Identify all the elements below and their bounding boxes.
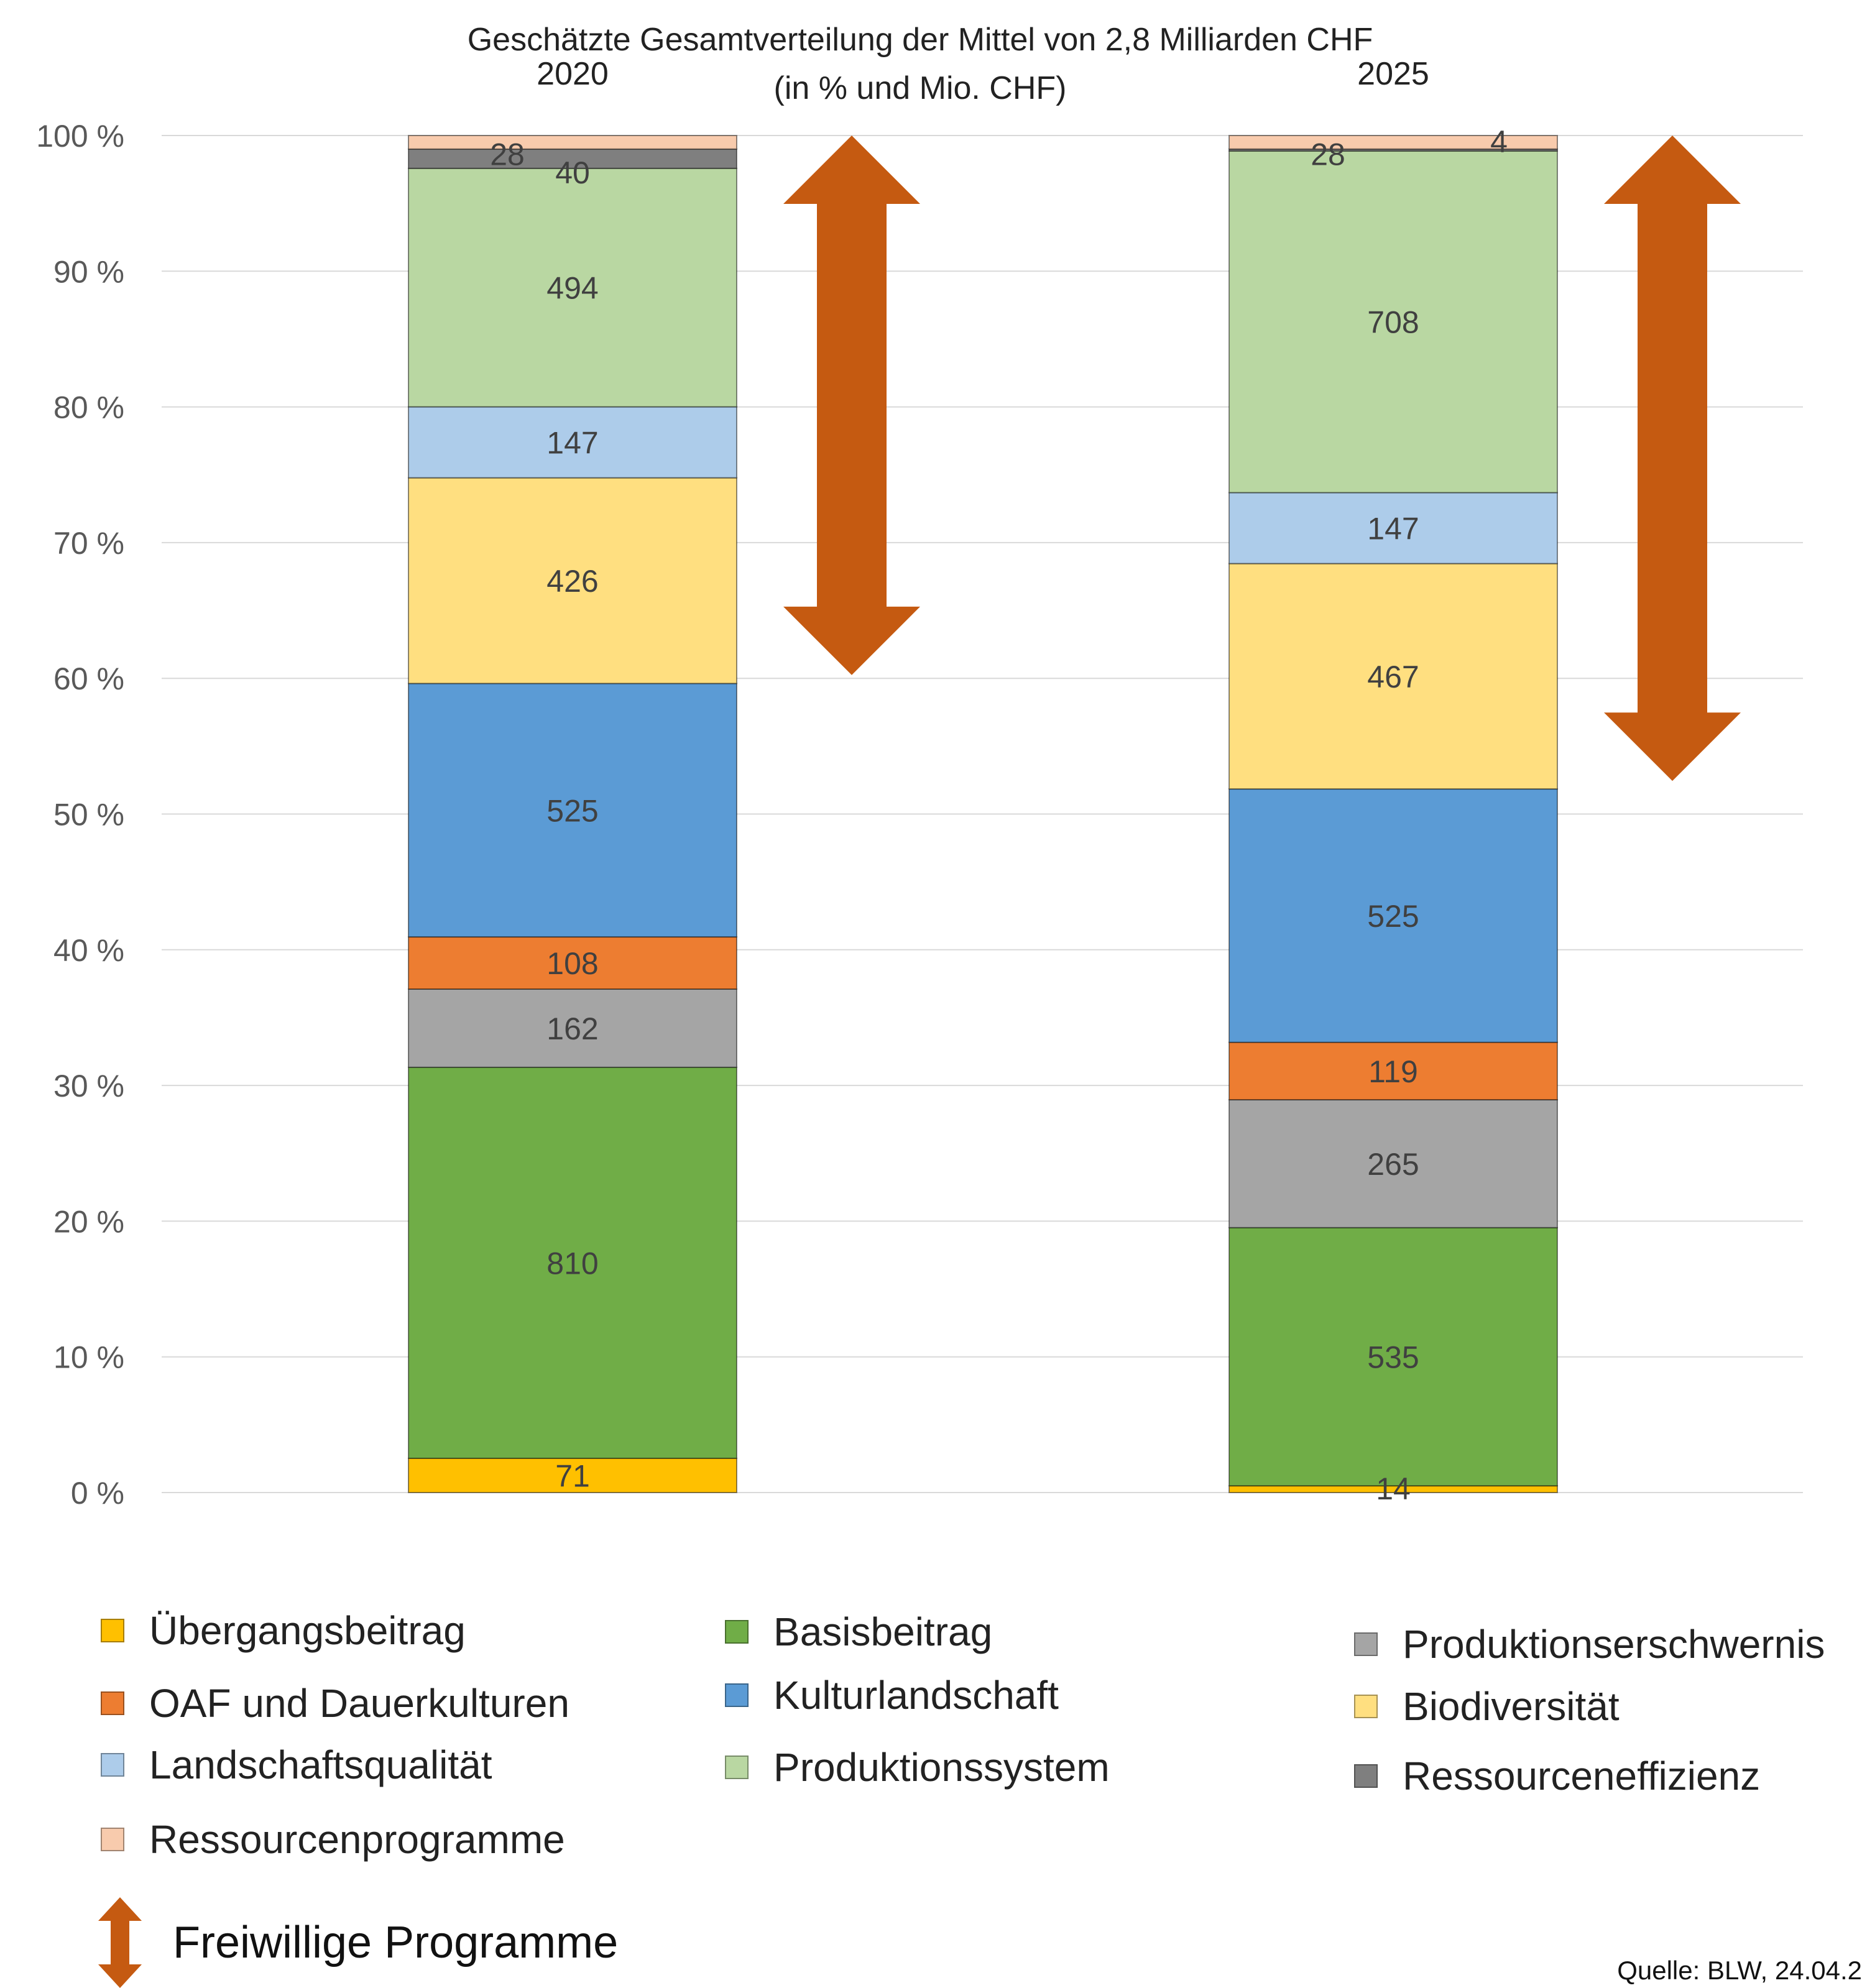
legend-item-produktionssystem: Produktionssystem: [725, 1744, 1110, 1790]
bar-data-label: 708: [1367, 305, 1419, 340]
y-tick-label: 70 %: [53, 526, 124, 561]
bar-segment: [408, 477, 737, 684]
bar-segment: [408, 406, 737, 479]
bar-data-label: 14: [1376, 1471, 1411, 1506]
bar-segment: [408, 683, 737, 938]
bar-data-label: 525: [1367, 899, 1419, 934]
y-tick-label: 80 %: [53, 390, 124, 425]
bar-data-label: 525: [546, 793, 598, 828]
bar-segment: [1228, 1226, 1558, 1487]
category-label: 2020: [537, 56, 609, 92]
y-axis-tick-labels: 0 % 10 % 20 % 30 % 40 % 50 % 60 % 70 % 80 % 90 % 1…: [36, 119, 124, 1511]
freiwillige-programme-label: Freiwillige Programme: [173, 1918, 619, 1967]
chart-subtitle: (in % und Mio. CHF): [773, 70, 1067, 106]
legend-item-biodiversitaet: Biodiversität: [1354, 1683, 1620, 1729]
bar-data-label: 162: [546, 1011, 598, 1046]
legend-label: Landschaftsqualität: [149, 1742, 492, 1787]
legend-label: OAF und Dauerkulturen: [149, 1681, 569, 1726]
bar-segment: [408, 135, 737, 150]
category-label: 2025: [1357, 56, 1429, 92]
legend-item-freiwillige-programme: Freiwillige Programme: [98, 1897, 618, 1988]
bar-data-label: 108: [546, 946, 598, 981]
legend-label: Ressourceneffizienz: [1403, 1754, 1761, 1798]
legend-item-basisbeitrag: Basisbeitrag: [725, 1609, 992, 1655]
legend-swatch: [725, 1683, 749, 1707]
bar-segment: [1228, 150, 1558, 494]
stacked-bar-chart: 0 % 10 % 20 % 30 % 40 % 50 % 60 % 70 % 80 % 90 % 1…: [36, 56, 1803, 1511]
legend-label: Übergangsbeitrag: [149, 1608, 466, 1653]
legend-label: Biodiversität: [1403, 1684, 1620, 1729]
bar-data-label: 494: [546, 271, 598, 306]
legend-swatch: [101, 1753, 124, 1777]
bar-segment: [1228, 492, 1558, 564]
legend-label: Kulturlandschaft: [773, 1673, 1059, 1718]
bar-data-label: 535: [1367, 1340, 1419, 1374]
bar-segment: [408, 167, 737, 408]
bar-data-label: 28: [1311, 137, 1345, 172]
bar-data-label: 71: [555, 1458, 590, 1493]
legend-label: Produktionssystem: [773, 1745, 1110, 1790]
y-tick-label: 50 %: [53, 798, 124, 832]
bar-data-label: 426: [546, 564, 598, 599]
bar-data-label: 467: [1367, 660, 1419, 694]
legend-swatch: [1354, 1695, 1378, 1718]
legend-item-uebergangsbeitrag: Übergangsbeitrag: [101, 1608, 466, 1654]
bar-segment: [1228, 1099, 1558, 1228]
source-note: Quelle: BLW, 24.04.2: [1617, 1956, 1862, 1985]
y-tick-label: 90 %: [53, 254, 124, 289]
y-tick-label: 10 %: [53, 1340, 124, 1375]
y-tick-label: 100 %: [36, 119, 124, 154]
chart-title: Geschätzte Gesamtverteilung der Mittel v…: [467, 22, 1373, 58]
legend-swatch: [1354, 1764, 1378, 1788]
bars: [408, 135, 1558, 1494]
bar-data-label: 40: [555, 155, 590, 190]
bar-data-label: 265: [1367, 1147, 1419, 1182]
legend-swatch: [1354, 1632, 1378, 1656]
bar-data-label: 119: [1368, 1054, 1418, 1089]
bar-segment: [1228, 563, 1558, 790]
legend-swatch: [101, 1828, 124, 1851]
legend-swatch: [725, 1756, 749, 1779]
bar-segment: [1228, 1041, 1558, 1101]
legend-item-produktionserschwernis: Produktionserschwernis: [1354, 1621, 1825, 1667]
bar-data-label: 810: [546, 1246, 598, 1281]
category-labels: 2020 2025: [537, 56, 1429, 92]
bar-segment: [1228, 135, 1558, 150]
y-tick-label: 20 %: [53, 1204, 124, 1239]
y-tick-label: 0 %: [71, 1476, 124, 1511]
y-tick-label: 30 %: [53, 1069, 124, 1103]
bar-data-label: 28: [490, 137, 525, 172]
legend-item-kulturlandschaft: Kulturlandschaft: [725, 1672, 1059, 1718]
legend-label: Produktionserschwernis: [1403, 1622, 1825, 1667]
legend-label: Basisbeitrag: [773, 1609, 993, 1654]
legend-label: Ressourcenprogramme: [149, 1817, 565, 1862]
bar-segment: [408, 1066, 737, 1459]
bar-data-label: 147: [546, 426, 598, 461]
data-labels: 71 810 162 108 525 426 147 494 40 28 14 535 265 119 52…: [490, 124, 1508, 1506]
bar-segment: [408, 936, 737, 990]
bar-segment: [408, 1457, 737, 1494]
legend-item-ressourcenprogramme: Ressourcenprogramme: [101, 1816, 565, 1862]
freiwillige-arrows: [783, 136, 1741, 781]
double-arrow-icon: [98, 1897, 142, 1988]
legend-item-ressourceneffizienz: Ressourceneffizienz: [1354, 1753, 1760, 1799]
bar-segment: [408, 988, 737, 1068]
double-arrow-icon: [1604, 136, 1741, 781]
double-arrow-icon: [783, 136, 920, 675]
bar-segment: [1228, 788, 1558, 1043]
legend-swatch: [101, 1619, 124, 1642]
legend-swatch: [101, 1691, 124, 1715]
y-tick-label: 60 %: [53, 661, 124, 696]
legend-item-oaf-und-dauerkulturen: OAF und Dauerkulturen: [101, 1680, 569, 1726]
bar-data-label: 147: [1367, 512, 1419, 546]
bar-data-label: 4: [1490, 124, 1508, 159]
legend-swatch: [725, 1620, 749, 1644]
legend-item-landschaftsqualitaet: Landschaftsqualität: [101, 1742, 492, 1788]
y-tick-label: 40 %: [53, 933, 124, 968]
